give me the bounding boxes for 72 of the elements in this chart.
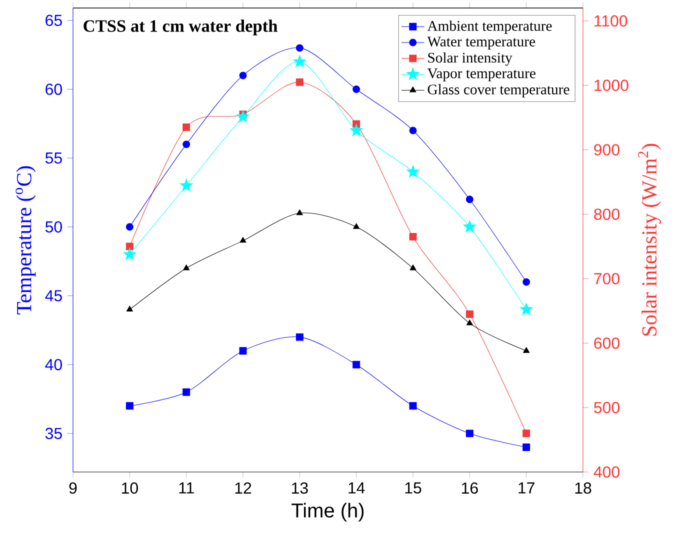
y-axis-title: Temperature ($^{o}$C) [16, 166, 36, 314]
y2-tick-label: 400 [594, 466, 620, 478]
point [522, 278, 530, 286]
y2-axis-title: Solar intensity (W/m$^{2}$) [638, 144, 661, 336]
point [122, 247, 137, 260]
y2-tick-label: 800 [594, 208, 620, 220]
y2-tick-label: 900 [594, 144, 620, 156]
y2-tick-label: 1000 [594, 80, 628, 91]
point [296, 78, 304, 86]
y2-tick-label: 500 [594, 402, 620, 414]
point [296, 209, 303, 216]
point [126, 402, 134, 410]
point [466, 430, 474, 438]
text: CTSS at 1 cm water depth [84, 20, 278, 36]
y-tick-label: 60 [46, 84, 62, 95]
point [349, 123, 364, 136]
legend-label: Solar intensity [428, 52, 512, 66]
point [179, 178, 194, 192]
x-tick-label: 12 [235, 482, 252, 494]
y-tick-label: 40 [45, 358, 62, 370]
point [239, 347, 247, 355]
point [462, 220, 477, 233]
point [352, 86, 360, 93]
y2-tick-label: 1100 [594, 15, 628, 27]
x-tick-label: 11 [179, 482, 194, 494]
point [182, 388, 190, 396]
y-tick-label: 45 [45, 290, 62, 302]
point [296, 44, 304, 52]
point [126, 306, 133, 312]
y-tick-label: 65 [46, 14, 62, 26]
point [466, 320, 473, 326]
point [522, 430, 530, 438]
y-tick-label: 55 [45, 152, 62, 164]
x-tick-label: 15 [405, 482, 422, 494]
x-tick-label: 14 [348, 482, 365, 494]
x-tick-label: 16 [462, 482, 478, 494]
legend-label: Ambient temperature [427, 20, 552, 34]
point [126, 242, 134, 250]
point [183, 264, 190, 270]
point [519, 302, 534, 316]
legend-label: Glass cover temperature [428, 84, 570, 98]
point [236, 109, 250, 123]
point [409, 126, 417, 134]
point [466, 196, 474, 204]
y-tick-label: 50 [45, 221, 62, 233]
point [522, 443, 530, 451]
point [409, 402, 417, 410]
y2-tick-label: 700 [594, 273, 620, 284]
y2-tick-label: 600 [594, 337, 620, 349]
point [182, 123, 190, 131]
point [352, 360, 360, 368]
point [410, 264, 416, 270]
y-tick-label: 35 [45, 428, 62, 440]
point [466, 310, 474, 318]
point [292, 54, 307, 68]
x-tick-label: 10 [122, 482, 138, 494]
point [523, 347, 530, 353]
x-tick-label: 17 [518, 482, 534, 494]
point [182, 140, 190, 148]
point [240, 236, 246, 243]
point [406, 164, 420, 178]
point [239, 72, 247, 80]
point [296, 333, 304, 341]
legend-label: Water temperature [427, 36, 536, 50]
point [353, 223, 360, 229]
x-tick-label: 9 [69, 482, 77, 494]
x-tick-label: 18 [575, 482, 592, 494]
x-axis-title: Time (h) [292, 502, 364, 522]
point [409, 233, 417, 241]
x-tick-label: 13 [292, 482, 308, 494]
legend-label: Vapor temperature [427, 68, 536, 82]
point [126, 223, 134, 231]
